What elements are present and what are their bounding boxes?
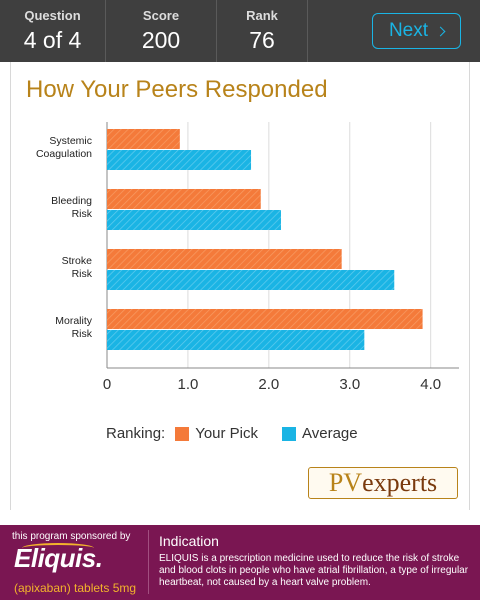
sponsor-footer: this program sponsored by Eliquis. (apix… — [0, 525, 480, 600]
header-divider — [307, 0, 308, 62]
footer-divider — [148, 530, 149, 594]
sponsor-text: this program sponsored by — [12, 531, 131, 542]
bar-your-pick — [107, 309, 423, 329]
chevron-right-icon — [435, 26, 446, 37]
question-counter: Question 4 of 4 — [0, 0, 105, 62]
indication-title: Indication — [159, 533, 219, 549]
header-divider — [105, 0, 106, 62]
legend-title: Ranking: — [106, 425, 166, 442]
rank-counter: Rank 76 — [217, 0, 307, 62]
logo-experts: experts — [362, 468, 438, 497]
legend-label-average: Average — [302, 425, 358, 442]
x-tick-label: 0 — [103, 376, 111, 393]
category-label: Risk — [72, 328, 93, 340]
indication-text: ELIQUIS is a prescription medicine used … — [159, 553, 469, 588]
logo-pv: PV — [328, 468, 363, 497]
chart-legend: Ranking: Your Pick Average — [106, 425, 372, 442]
x-tick-label: 3.0 — [339, 376, 360, 393]
question-label: Question — [24, 8, 81, 23]
next-label: Next — [388, 20, 429, 41]
category-label: Risk — [72, 268, 93, 280]
eliquis-logo[interactable]: Eliquis. — [14, 543, 103, 573]
legend-item-your-pick: Your Pick — [165, 425, 258, 442]
rank-value: 76 — [249, 27, 275, 53]
category-label: Systemic — [49, 135, 92, 147]
bar-average — [107, 330, 365, 350]
question-value: 4 of 4 — [23, 27, 82, 53]
category-label: Morality — [55, 315, 93, 327]
pvexperts-logo: PV experts — [308, 467, 458, 499]
bar-average — [107, 210, 281, 230]
x-tick-label: 4.0 — [420, 376, 441, 393]
bar-your-pick — [107, 189, 261, 209]
category-label: Risk — [72, 208, 93, 220]
next-button[interactable]: Next — [372, 13, 461, 49]
page-title: How Your Peers Responded — [26, 76, 328, 103]
category-label: Stroke — [62, 255, 93, 267]
category-label: Bleeding — [51, 195, 92, 207]
legend-item-average: Average — [272, 425, 358, 442]
score-value: 200 — [141, 27, 181, 53]
score-header: Question 4 of 4 Score 200 Rank 76 Next — [0, 0, 480, 62]
score-counter: Score 200 — [106, 0, 216, 62]
category-label: Coagulation — [36, 148, 92, 160]
results-card: How Your Peers Responded 0 1.0 2.0 3.0 4.0 Sy… — [10, 62, 470, 510]
legend-swatch-your-pick — [175, 426, 190, 441]
rank-label: Rank — [246, 8, 278, 23]
bar-your-pick — [107, 249, 342, 269]
score-label: Score — [142, 8, 180, 23]
bar-average — [107, 150, 252, 170]
x-tick-label: 1.0 — [177, 376, 198, 393]
brand-swoosh-icon — [22, 543, 94, 553]
header-divider — [216, 0, 217, 62]
legend-label-your-pick: Your Pick — [195, 425, 259, 442]
generic-name: (apixaban) tablets 5mg — [14, 581, 137, 595]
legend-swatch-average — [282, 426, 297, 441]
bar-your-pick — [107, 129, 180, 149]
bar-average — [107, 270, 395, 290]
x-tick-label: 2.0 — [258, 376, 279, 393]
